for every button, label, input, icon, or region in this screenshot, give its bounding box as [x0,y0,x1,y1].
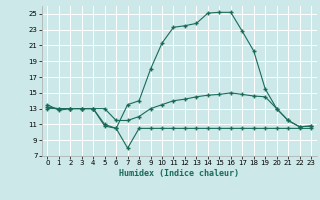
X-axis label: Humidex (Indice chaleur): Humidex (Indice chaleur) [119,169,239,178]
